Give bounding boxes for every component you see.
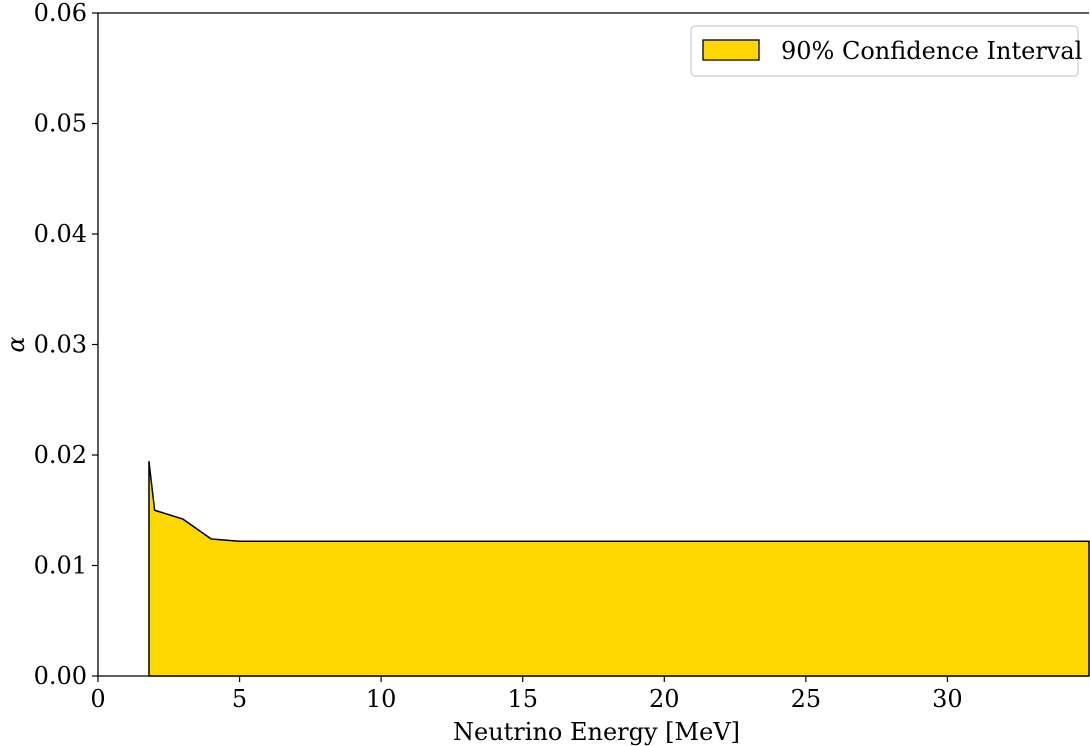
x-axis-ticks: 0 5 10 15 20 25 30 [90,676,963,713]
x-tick-label: 0 [90,685,105,713]
x-tick-label: 5 [232,685,247,713]
x-tick-label: 10 [366,685,397,713]
x-axis-label: Neutrino Energy [MeV] [453,718,740,746]
y-tick-label: 0.04 [34,220,87,248]
y-tick-label: 0.05 [34,110,87,138]
x-tick-label: 15 [507,685,538,713]
y-tick-label: 0.06 [34,0,87,27]
legend-swatch [702,39,760,61]
x-tick-label: 20 [649,685,680,713]
x-tick-label: 30 [932,685,963,713]
y-tick-label: 0.02 [34,441,87,469]
legend: 90% Confidence Interval [690,25,1082,77]
y-tick-label: 0.00 [34,662,87,690]
x-tick-label: 25 [791,685,822,713]
y-axis-label: α [2,336,30,352]
legend-entry-label: 90% Confidence Interval [781,37,1082,65]
plot-area [148,460,1090,677]
y-tick-label: 0.03 [34,331,87,359]
confidence-interval-area [148,460,1090,677]
legend-frame [690,25,1079,77]
y-tick-label: 0.01 [34,552,87,580]
y-axis-ticks: 0.00 0.01 0.02 0.03 0.04 0.05 0.06 [34,0,98,690]
